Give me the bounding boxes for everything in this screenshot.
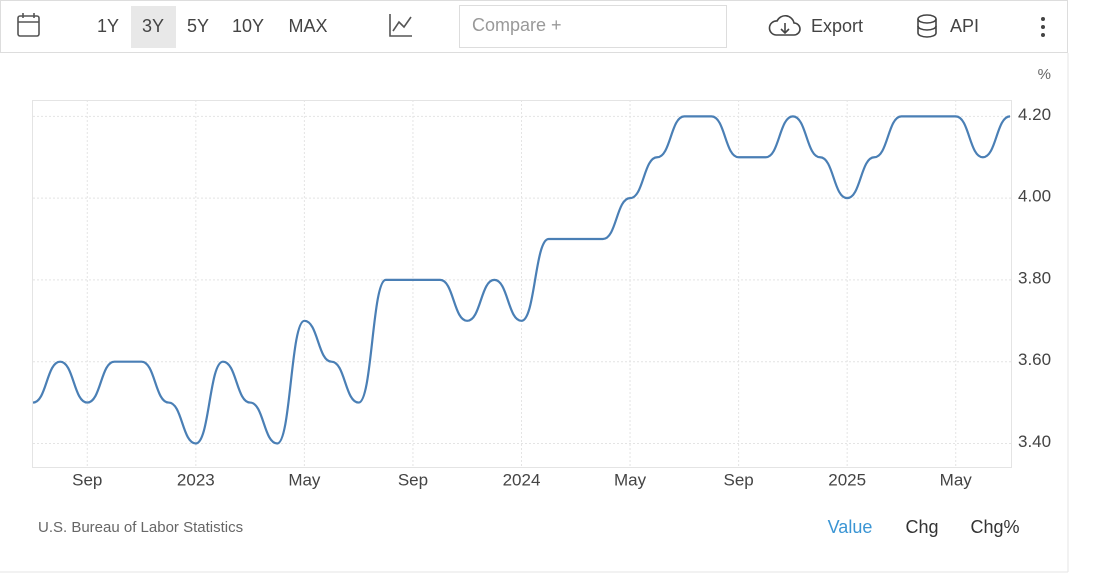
export-icon[interactable] [768,15,801,36]
x-tick-label: 2023 [177,470,215,489]
view-tab[interactable]: Chg [905,517,938,537]
y-tick-label: 3.80 [1018,268,1051,287]
unit-label: % [1038,66,1051,83]
view-tab[interactable]: Chg% [970,517,1019,537]
range-button[interactable]: 10Y [232,16,264,36]
source: U.S. Bureau of Labor Statistics [38,519,243,536]
x-tick-label: 2024 [503,470,541,489]
chart-type-icon[interactable] [389,14,412,37]
data-line [32,115,1011,445]
range-button[interactable]: 3Y [142,16,164,36]
y-tick-label: 4.20 [1018,105,1051,124]
x-tick-label: Sep [72,470,102,489]
range-button[interactable]: MAX [288,16,327,36]
range-button[interactable]: 1Y [97,16,119,36]
api-button[interactable]: API [950,16,979,36]
x-tick-label: Sep [723,470,753,489]
x-tick-label: 2025 [828,470,866,489]
y-tick-label: 4.00 [1018,187,1051,206]
y-tick-label: 3.60 [1018,350,1051,369]
compare-input[interactable] [459,5,727,48]
x-tick-label: May [940,470,973,489]
x-tick-label: May [614,470,647,489]
range-active-bg [131,6,176,48]
x-tick-label: May [288,470,321,489]
x-tick-label: Sep [398,470,428,489]
compare-placeholder[interactable]: Compare + [472,15,562,35]
y-tick-label: 3.40 [1018,432,1051,451]
calendar-icon[interactable] [17,13,40,37]
export-button[interactable]: Export [811,16,863,36]
view-tab[interactable]: Value [828,517,873,537]
range-button[interactable]: 5Y [187,16,209,36]
api-icon[interactable] [917,14,937,38]
more-menu[interactable] [1041,17,1045,37]
